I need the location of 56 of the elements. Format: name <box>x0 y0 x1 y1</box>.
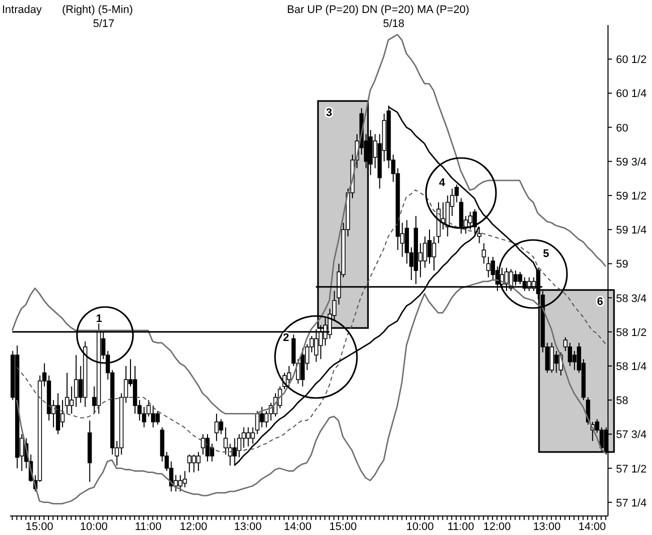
candlestick <box>124 365 128 404</box>
candlestick <box>518 271 522 285</box>
annotation: 5 <box>543 248 550 260</box>
candlestick <box>214 413 219 442</box>
candlestick <box>196 451 201 472</box>
x-tick-label: 11:00 <box>134 520 162 533</box>
candlestick <box>427 229 432 264</box>
annotation: 3 <box>326 107 332 119</box>
candlestick <box>192 454 196 473</box>
annotation: 2 <box>283 332 290 344</box>
chart-title: Intraday <box>2 4 42 16</box>
annotation: 5/17 <box>93 18 114 30</box>
x-tick-label: 11:00 <box>447 520 474 533</box>
x-tick-label: 13:00 <box>533 520 561 533</box>
y-tick-label: 58 1/4 <box>616 360 647 373</box>
y-tick-label: 59 1/2 <box>616 190 647 202</box>
candlestick <box>490 256 496 281</box>
candlestick <box>422 236 428 268</box>
x-tick-label: 13:00 <box>234 520 262 533</box>
y-tick-label: 57 3/4 <box>616 429 647 442</box>
x-tick-label: 12:00 <box>483 520 511 533</box>
candlestick <box>432 236 436 271</box>
y-tick-label: 60 1/4 <box>616 88 647 100</box>
y-tick-label: 60 <box>616 122 628 134</box>
annotation: 5/18 <box>383 18 404 30</box>
y-tick-label: 58 1/2 <box>616 326 647 339</box>
annotation: 6 <box>597 296 604 308</box>
text: Bar UP (P=20) DN (P=20) MA (P=20) <box>287 4 470 16</box>
y-tick-label: 57 1/2 <box>616 463 647 476</box>
y-tick-label: 59 3/4 <box>616 156 647 168</box>
candlestick <box>482 242 486 264</box>
y-tick-label: 59 <box>616 258 628 271</box>
annotation: 4 <box>439 177 446 189</box>
y-tick-label: 57 1/4 <box>616 497 647 510</box>
candlestick <box>572 350 577 371</box>
y-tick-label: 58 <box>616 395 628 408</box>
y-tick-label: 60 1/2 <box>616 54 647 66</box>
candlestick <box>69 386 74 414</box>
x-tick-label: 10:00 <box>80 520 108 533</box>
candlestick <box>205 434 210 462</box>
candlestick <box>60 400 65 428</box>
x-tick-label: 14:00 <box>578 520 606 533</box>
x-tick-label: 10:00 <box>406 520 434 533</box>
candlestick <box>286 365 292 387</box>
y-tick-label: 58 3/4 <box>616 292 647 305</box>
x-tick-label: 12:00 <box>180 520 208 533</box>
candlestick <box>568 342 572 366</box>
candlestick <box>218 418 224 435</box>
text: (Right) (5-Min) <box>62 4 133 16</box>
candlestick <box>142 406 146 428</box>
candlestick <box>64 372 70 414</box>
annotation: 1 <box>96 313 102 325</box>
x-tick-label: 15:00 <box>329 520 357 533</box>
y-tick-label: 59 1/4 <box>616 224 647 237</box>
x-tick-label: 14:00 <box>284 520 312 533</box>
x-tick-label: 15:00 <box>26 520 54 533</box>
